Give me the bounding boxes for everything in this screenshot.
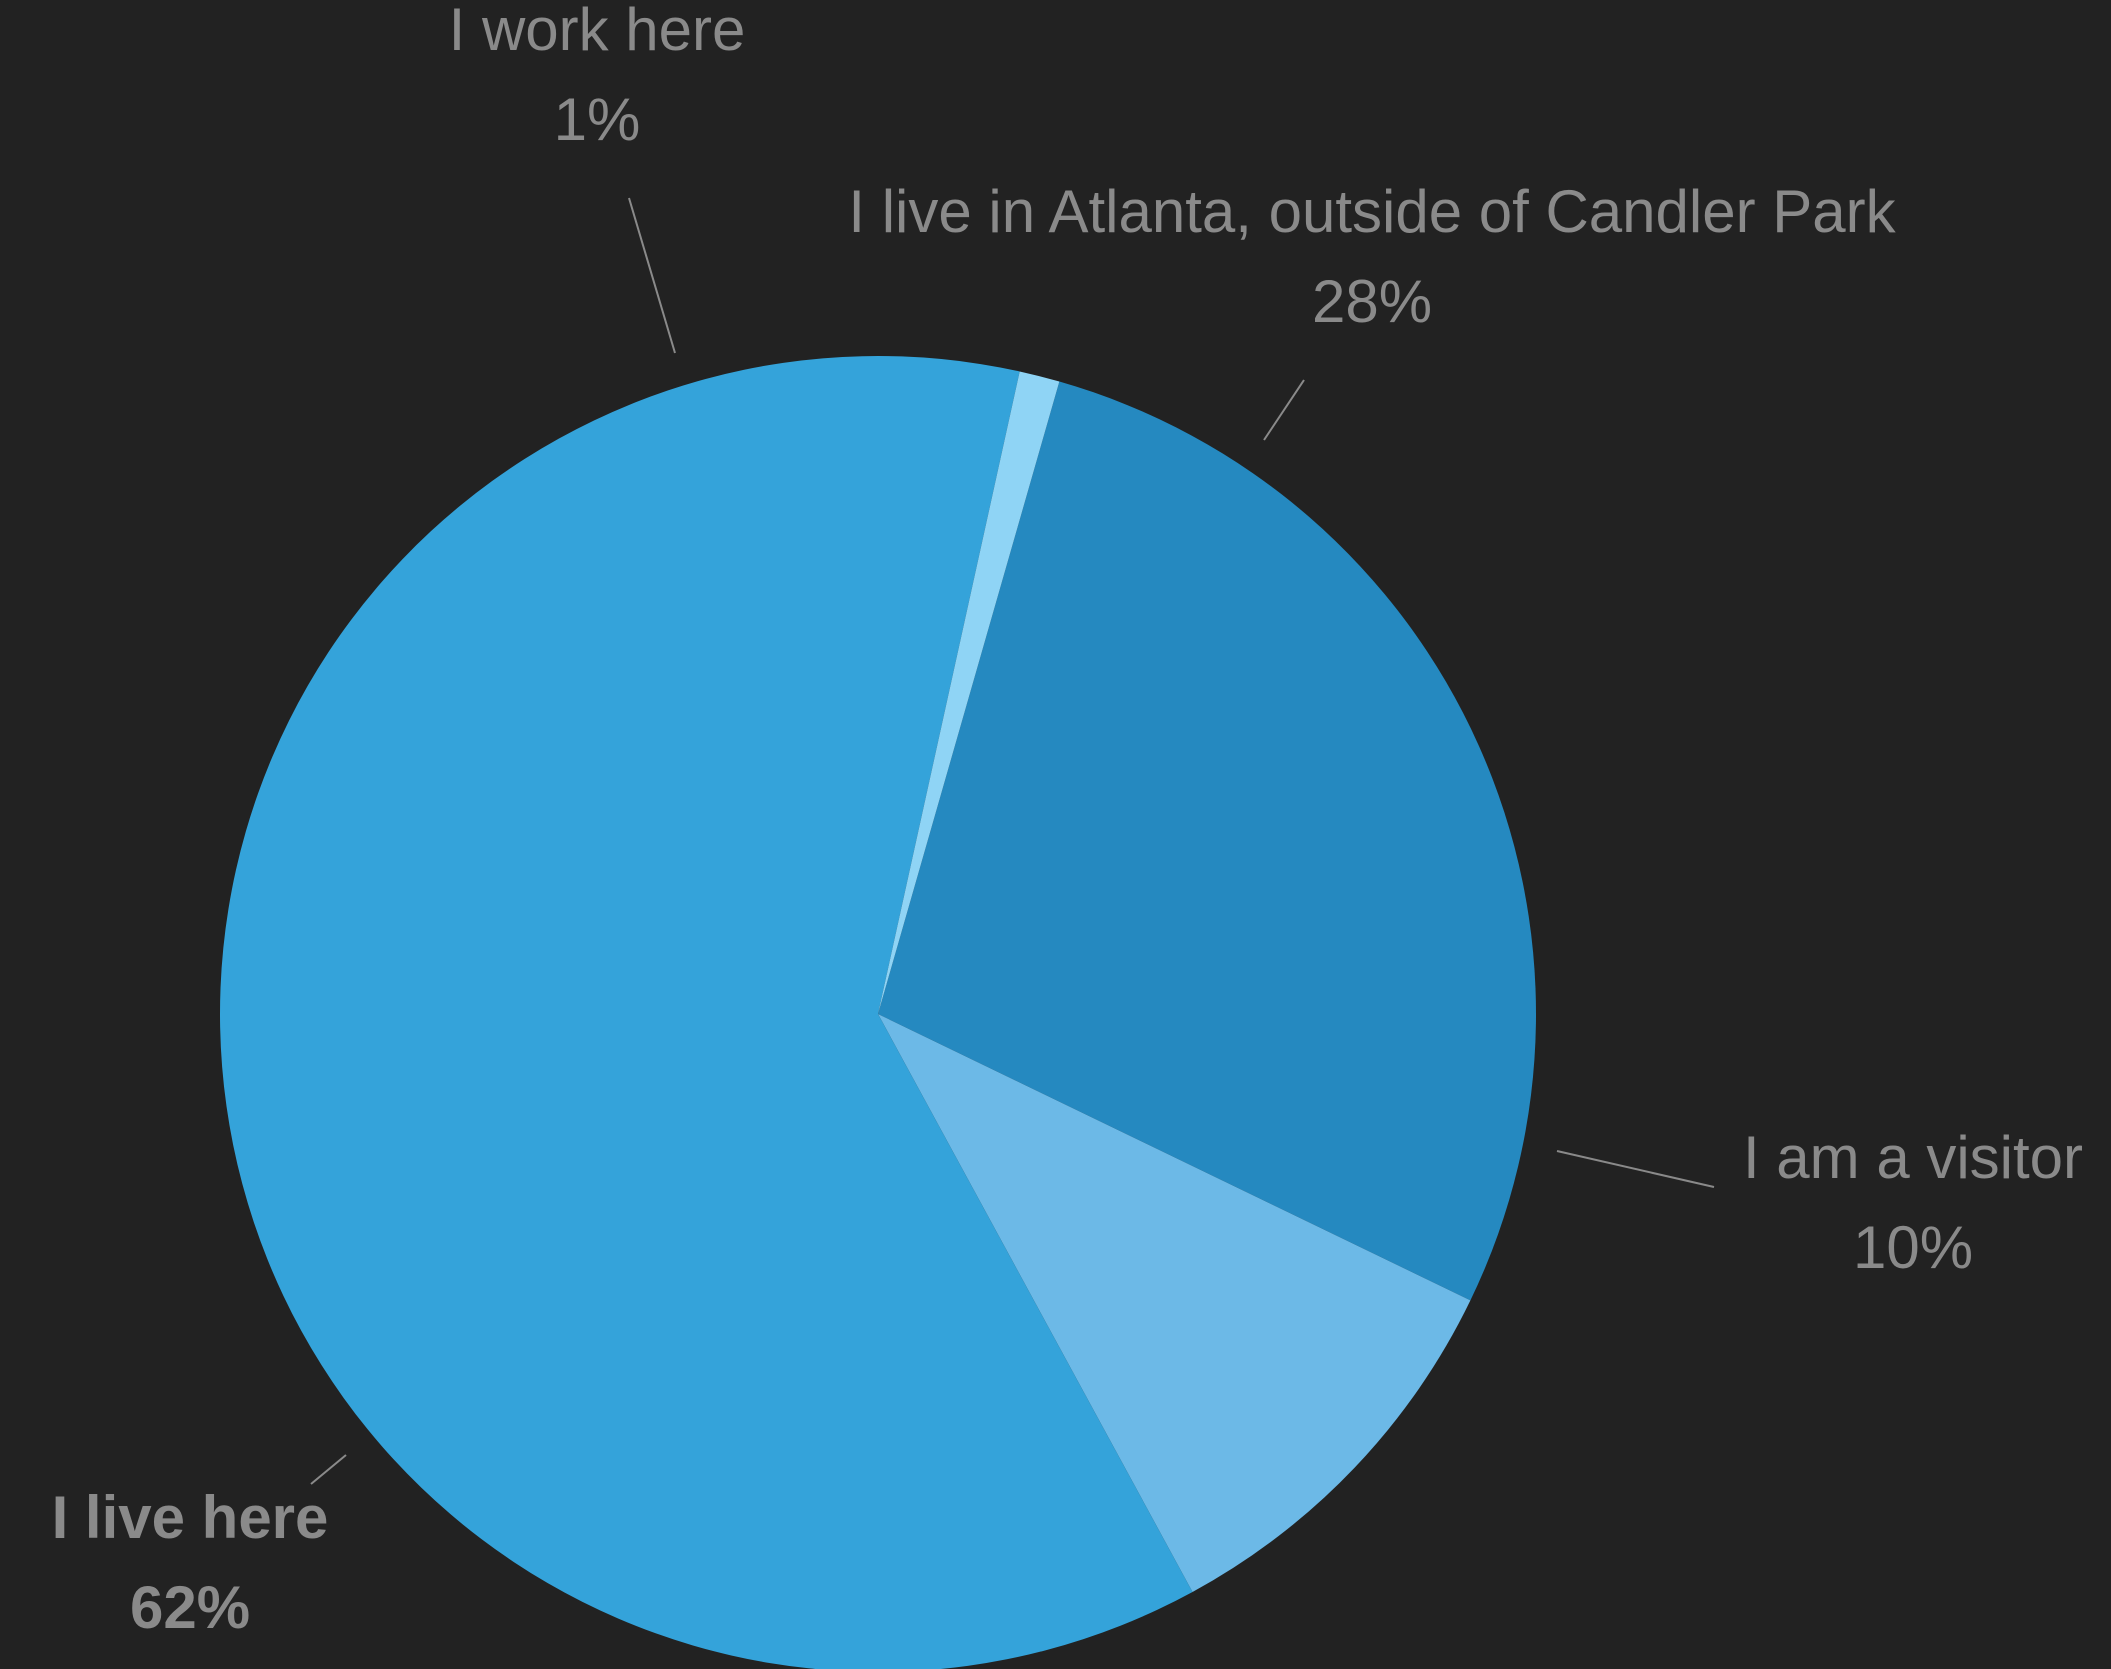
slice-percent-label: 10% [1853,1214,1973,1281]
slice-percent-label: 28% [1312,268,1432,335]
pie-slice-i-am-a-visitor [878,1014,1471,1592]
pie-slice-i-work-here [878,371,1060,1015]
slice-label: I am a visitor [1743,1124,2083,1191]
leader-line [1263,379,1305,441]
leader-line [310,1454,347,1485]
slice-label: I work here [449,0,746,63]
leader-line [1556,1150,1715,1188]
pie-slice-i-live-here [220,356,1193,1669]
labels-layer: I live in Atlanta, outside of Candler Pa… [52,0,2083,1641]
slice-label: I live here [52,1484,329,1551]
slices-layer [220,356,1536,1669]
pie-slice-i-live-in-atlanta-outside-of-candler-park [878,381,1536,1301]
slice-label: I live in Atlanta, outside of Candler Pa… [848,178,1896,245]
leader-lines-layer [310,197,1715,1485]
leader-line [628,197,676,354]
slice-percent-label: 62% [130,1574,250,1641]
slice-percent-label: 1% [554,86,641,153]
